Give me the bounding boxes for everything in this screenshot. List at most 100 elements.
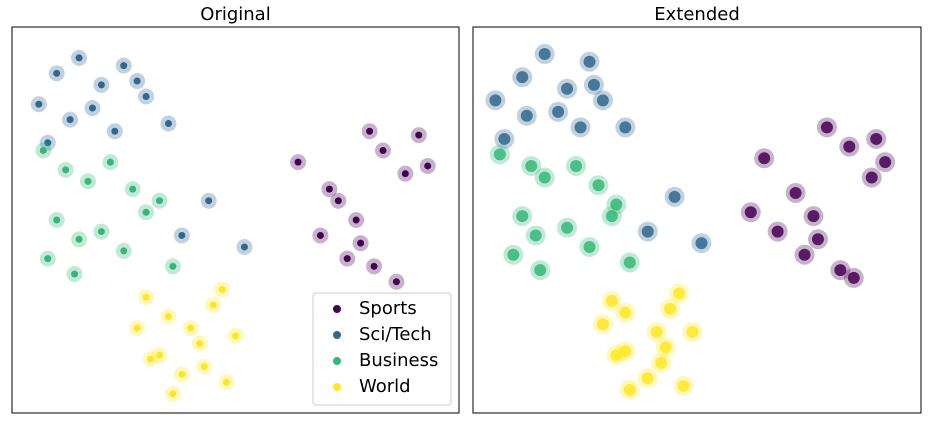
point [392, 278, 400, 286]
point [84, 177, 92, 185]
chart-title: Extended [654, 4, 740, 25]
point [789, 186, 802, 199]
point [71, 270, 79, 278]
point [641, 225, 654, 238]
legend-label: Business [359, 350, 438, 371]
point [401, 170, 409, 178]
point [744, 206, 757, 219]
point [659, 341, 672, 354]
point [820, 121, 833, 134]
point [870, 132, 883, 145]
point [53, 69, 61, 77]
point [75, 54, 83, 62]
point [583, 55, 596, 68]
point [520, 109, 533, 122]
point [610, 198, 623, 211]
point [619, 345, 632, 358]
point [489, 94, 502, 107]
point [561, 82, 574, 95]
point [677, 379, 690, 392]
point [133, 324, 141, 332]
legend-marker [333, 383, 341, 391]
point [758, 152, 771, 165]
point [570, 159, 583, 172]
point [664, 302, 677, 315]
point [619, 306, 632, 319]
point [200, 363, 208, 371]
point [415, 131, 423, 139]
point [44, 255, 52, 263]
point [111, 127, 119, 135]
point [120, 62, 128, 70]
point [88, 104, 96, 112]
point [552, 105, 565, 118]
point [538, 48, 551, 61]
point [592, 179, 605, 192]
point [538, 171, 551, 184]
point [807, 210, 820, 223]
point [142, 208, 150, 216]
point [605, 210, 618, 223]
point [424, 162, 432, 170]
point [525, 159, 538, 172]
point [366, 127, 374, 135]
point [209, 301, 217, 309]
point [516, 210, 529, 223]
point [623, 383, 636, 396]
point [343, 255, 351, 263]
point [44, 139, 52, 147]
point [178, 231, 186, 239]
point [587, 78, 600, 91]
point [798, 248, 811, 261]
point [843, 140, 856, 153]
point [650, 325, 663, 338]
point [316, 231, 324, 239]
point [610, 349, 623, 362]
legend-label: Sci/Tech [359, 324, 432, 345]
point [164, 120, 172, 127]
point [655, 356, 668, 369]
point [164, 313, 172, 320]
point [619, 121, 632, 134]
point [223, 378, 231, 386]
point [142, 293, 150, 301]
point [498, 132, 511, 145]
point [771, 225, 784, 238]
point [370, 262, 378, 270]
point [169, 390, 177, 398]
point [205, 197, 213, 205]
point [62, 166, 70, 174]
point [811, 233, 824, 246]
point [240, 243, 248, 251]
legend-marker [333, 305, 341, 313]
point [325, 185, 333, 193]
point [493, 148, 506, 161]
point [596, 318, 609, 331]
point [147, 355, 155, 363]
point [53, 216, 61, 224]
point [120, 247, 128, 255]
point [133, 77, 141, 85]
point [352, 216, 360, 224]
point [142, 92, 150, 100]
point [187, 324, 195, 332]
point [529, 229, 542, 242]
point [97, 81, 105, 89]
point [218, 285, 226, 293]
point [97, 228, 105, 236]
legend-marker [333, 357, 341, 365]
point [583, 241, 596, 254]
point [668, 190, 681, 203]
point [516, 71, 529, 84]
point [623, 256, 636, 269]
legend-box [312, 292, 452, 406]
point [596, 94, 609, 107]
point [35, 100, 43, 108]
point [605, 295, 618, 308]
plot-frame [11, 26, 460, 414]
point [66, 116, 74, 124]
point [865, 171, 878, 184]
legend-label: Sports [359, 298, 417, 319]
plot-frame [472, 26, 922, 414]
point [534, 264, 547, 277]
